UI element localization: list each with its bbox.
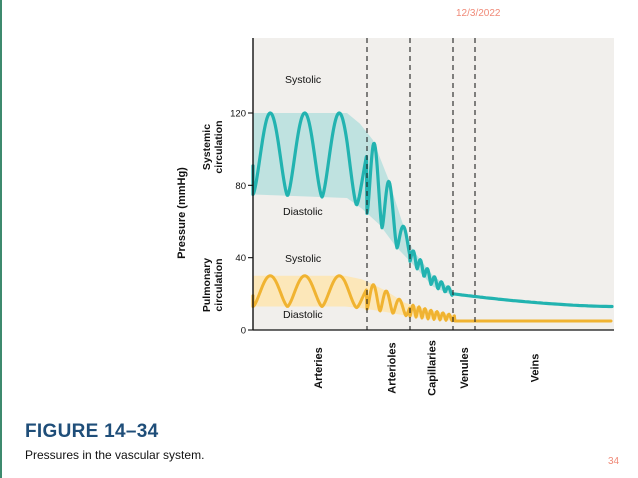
category-label-veins: Veins	[530, 354, 542, 383]
category-label-arterioles: Arterioles	[387, 342, 399, 393]
category-label-venules: Venules	[459, 347, 471, 389]
slide-date: 12/3/2022	[456, 8, 501, 19]
systemic-pressure-band	[253, 113, 453, 296]
y-axis-title: Pressure (mmHg)	[176, 167, 188, 259]
slide-number: 34	[608, 456, 620, 467]
slide-left-border	[0, 0, 2, 478]
category-label-capillaries: Capillaries	[427, 340, 439, 396]
y-tick-label-0: 0	[241, 326, 246, 337]
y-tick-label-40: 40	[235, 253, 246, 264]
pulmonary-circulation-label-line1: Pulmonary	[201, 258, 213, 312]
figure-label: FIGURE 14–34	[25, 421, 159, 442]
systemic-pressure-line	[251, 111, 614, 309]
y-tick-label-120: 120	[230, 109, 246, 120]
y-tick-label-80: 80	[235, 181, 246, 192]
systemic-circulation-label-line2: circulation	[213, 120, 225, 173]
pulmonary-circulation-label-line2: circulation	[213, 258, 225, 311]
figure-caption: Pressures in the vascular system.	[25, 448, 205, 462]
systemic-diastolic-label: Diastolic	[283, 206, 323, 218]
category-label-arteries: Arteries	[313, 347, 325, 389]
systemic-circulation-label-line1: Systemic	[201, 124, 213, 170]
pulmonary-diastolic-label: Diastolic	[283, 309, 323, 321]
pulmonary-pressure-line	[251, 274, 613, 323]
pulmonary-systolic-label: Systolic	[285, 253, 321, 265]
systemic-systolic-label: Systolic	[285, 74, 321, 86]
